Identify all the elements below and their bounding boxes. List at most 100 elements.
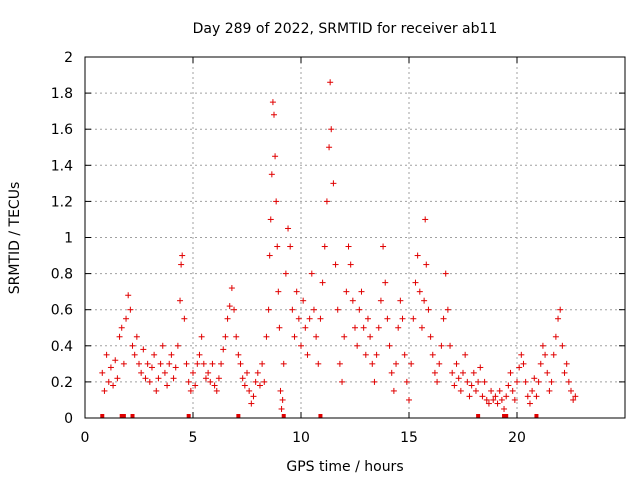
data-point: [101, 387, 108, 394]
data-point: [289, 306, 296, 313]
data-point: [123, 315, 130, 322]
gap-marker: [119, 414, 124, 418]
data-point: [237, 360, 244, 367]
data-point: [550, 351, 557, 358]
data-point: [218, 360, 225, 367]
y-tick-label: 1.2: [51, 194, 73, 210]
data-point: [555, 315, 562, 322]
data-point: [475, 378, 482, 385]
data-point: [279, 396, 286, 403]
data-point: [194, 360, 201, 367]
y-tick-label: 1.6: [51, 122, 73, 138]
data-point: [295, 315, 302, 322]
data-point: [170, 375, 177, 382]
data-point: [174, 342, 181, 349]
data-point: [323, 198, 330, 205]
data-point: [205, 369, 212, 376]
data-point: [466, 393, 473, 400]
data-point: [520, 360, 527, 367]
data-point: [373, 351, 380, 358]
data-point: [496, 387, 503, 394]
y-tick-label: 0.4: [51, 339, 73, 355]
data-point: [414, 252, 421, 259]
y-tick-label: 2: [64, 50, 73, 66]
data-point: [187, 387, 194, 394]
data-point: [327, 79, 334, 86]
data-point: [572, 393, 579, 400]
y-tick-label: 1.8: [51, 86, 73, 102]
data-point: [349, 297, 356, 304]
data-point: [382, 279, 389, 286]
data-point: [259, 360, 266, 367]
data-point: [140, 346, 147, 353]
data-point: [144, 360, 151, 367]
data-point: [431, 369, 438, 376]
chart-title: Day 289 of 2022, SRMTID for receiver ab1…: [193, 21, 498, 37]
data-point: [315, 360, 322, 367]
data-point: [317, 315, 324, 322]
data-point: [127, 306, 134, 313]
gap-marker: [236, 414, 241, 418]
data-point: [412, 279, 419, 286]
data-point: [252, 378, 259, 385]
y-tick-label: 0.2: [51, 375, 73, 391]
data-point: [494, 400, 501, 407]
data-point: [358, 288, 365, 295]
data-point: [393, 360, 400, 367]
data-point: [395, 324, 402, 331]
data-point: [241, 382, 248, 389]
data-point: [559, 342, 566, 349]
y-tick-label: 1: [64, 231, 73, 247]
data-point: [503, 393, 510, 400]
data-point: [457, 387, 464, 394]
data-point: [138, 369, 145, 376]
gap-marker: [121, 414, 126, 418]
data-point: [367, 333, 374, 340]
data-point: [114, 375, 121, 382]
data-point: [422, 216, 429, 223]
data-point: [570, 396, 577, 403]
data-point: [192, 382, 199, 389]
data-point: [313, 333, 320, 340]
data-point: [161, 369, 168, 376]
gap-marker: [281, 414, 286, 418]
data-point: [181, 315, 188, 322]
data-point: [246, 387, 253, 394]
data-point: [364, 315, 371, 322]
data-point: [427, 333, 434, 340]
data-point: [386, 342, 393, 349]
data-point: [339, 378, 346, 385]
data-point: [231, 306, 238, 313]
x-tick-label: 5: [189, 430, 198, 446]
data-point: [522, 378, 529, 385]
data-point: [542, 351, 549, 358]
data-point: [544, 369, 551, 376]
data-point: [410, 315, 417, 322]
gap-marker: [130, 414, 135, 418]
data-point: [110, 382, 117, 389]
data-point: [498, 396, 505, 403]
gap-marker: [534, 414, 539, 418]
grid: [85, 57, 625, 418]
data-point: [151, 351, 158, 358]
data-point: [254, 369, 261, 376]
data-point: [451, 382, 458, 389]
data-point: [369, 360, 376, 367]
x-tick-label: 0: [81, 430, 90, 446]
data-point: [531, 375, 538, 382]
data-point: [202, 375, 209, 382]
data-point: [423, 261, 430, 268]
data-point: [99, 369, 106, 376]
data-point: [533, 393, 540, 400]
data-point: [263, 333, 270, 340]
data-point: [177, 297, 184, 304]
data-point: [518, 351, 525, 358]
data-point: [401, 351, 408, 358]
data-point: [421, 297, 428, 304]
data-point: [266, 252, 273, 259]
y-axis-label: SRMTID / TECUs: [7, 182, 23, 295]
data-point: [272, 153, 279, 160]
data-point: [136, 360, 142, 367]
data-point: [306, 315, 313, 322]
